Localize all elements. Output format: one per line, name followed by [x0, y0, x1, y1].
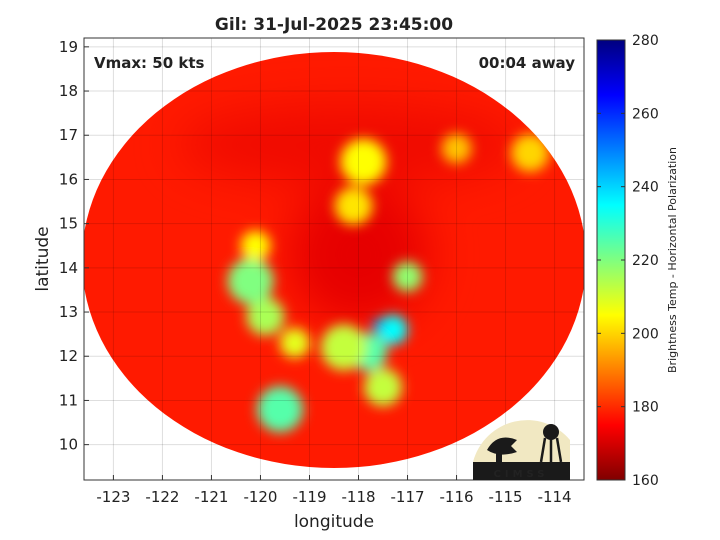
- x-tick-label: -114: [538, 488, 572, 506]
- colorbar-label: Brightness Temp - Horizontal Polarizatio…: [666, 147, 679, 373]
- y-tick-label: 17: [59, 126, 78, 144]
- y-tick-label: 10: [59, 436, 78, 454]
- coldest-core: [372, 319, 385, 332]
- feature-2: [320, 324, 367, 371]
- feature-10: [364, 368, 403, 407]
- vmax-label: Vmax: 50 kts: [94, 54, 204, 72]
- feature-4: [246, 297, 285, 336]
- water-tower-icon: [543, 424, 559, 440]
- feature-3: [279, 327, 310, 358]
- cimss-logo: CIMSS: [473, 420, 570, 480]
- feature-7: [334, 186, 373, 225]
- colorbar: [596, 39, 626, 481]
- colorbar-ticks: 160 180 200 220 240 260 280: [597, 33, 659, 489]
- feature-13: [511, 133, 550, 172]
- feature-5: [227, 258, 274, 305]
- x-tick-label: -123: [96, 488, 130, 506]
- time-away-label: 00:04 away: [479, 54, 576, 72]
- x-axis-ticks: -123 -122 -121 -120 -119 -118 -117 -116 -115 -114: [96, 475, 572, 506]
- logo-text: CIMSS: [494, 469, 549, 480]
- feature-0: [377, 314, 408, 345]
- eye-region: [288, 184, 429, 325]
- y-tick-label: 18: [59, 82, 78, 100]
- x-tick-label: -121: [194, 488, 228, 506]
- x-tick-label: -117: [391, 488, 425, 506]
- plot-frame: [83, 37, 585, 481]
- satellite-dish-icon: [487, 437, 517, 455]
- x-axis-label: longitude: [294, 512, 374, 532]
- y-tick-label: 14: [59, 259, 78, 277]
- y-axis-ticks: 10 11 12 13 14 15 16 17 18 19: [59, 38, 89, 454]
- feature-9: [392, 261, 423, 292]
- y-tick-label: 19: [59, 38, 78, 56]
- logo-ground: [473, 462, 570, 480]
- colorbar-tick-label: 240: [632, 180, 659, 196]
- x-tick-label: -122: [145, 488, 179, 506]
- colorbar-tick-label: 180: [632, 400, 659, 416]
- feature-12: [441, 133, 472, 164]
- colorbar-tick-label: 220: [632, 253, 659, 269]
- dish-mount: [496, 447, 502, 462]
- colorbar-tick-label: 160: [632, 473, 659, 489]
- colorbar-tick-label: 260: [632, 106, 659, 122]
- swath: [84, 52, 584, 468]
- convective-features: [227, 133, 550, 433]
- colorbar-tick-label: 200: [632, 326, 659, 342]
- feature-6: [240, 230, 271, 261]
- feature-11: [257, 386, 304, 433]
- x-tick-label: -120: [243, 488, 277, 506]
- x-tick-label: -119: [292, 488, 326, 506]
- y-tick-label: 12: [59, 347, 78, 365]
- y-tick-label: 16: [59, 170, 78, 188]
- x-tick-label: -118: [341, 488, 375, 506]
- x-tick-label: -115: [489, 488, 523, 506]
- grid: [84, 38, 584, 480]
- colorbar-tick-label: 280: [632, 33, 659, 49]
- chart-title: Gil: 31-Jul-2025 23:45:00: [215, 15, 453, 35]
- y-axis-label: latitude: [33, 226, 53, 291]
- x-tick-label: -116: [440, 488, 474, 506]
- y-tick-label: 13: [59, 303, 78, 321]
- y-tick-label: 15: [59, 215, 78, 233]
- water-tower-legs: [539, 437, 563, 463]
- y-tick-label: 11: [59, 391, 78, 409]
- feature-8: [340, 138, 387, 185]
